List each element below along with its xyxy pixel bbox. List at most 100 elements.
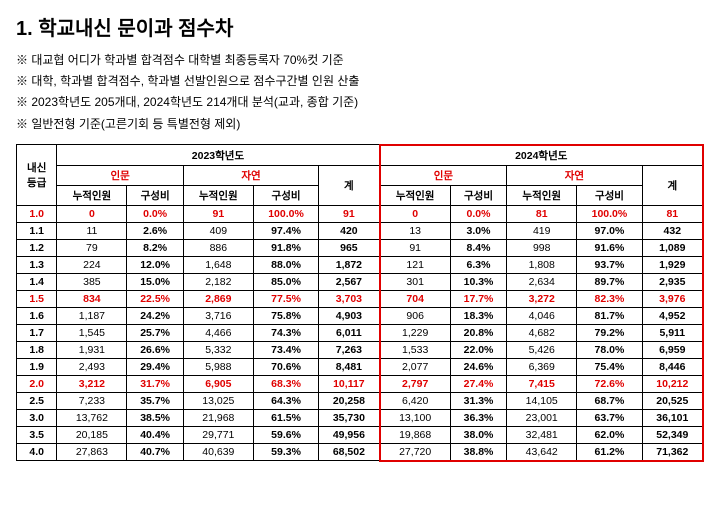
table-row: 2.03,21231.7%6,90568.3%10,1172,79727.4%7… — [17, 375, 704, 392]
cell-2023-s-pct: 75.8% — [253, 307, 318, 324]
cell-grade: 3.0 — [17, 409, 57, 426]
cell-2024-total: 36,101 — [642, 409, 703, 426]
cell-2023-s-cum: 29,771 — [183, 426, 253, 443]
note-line: ※ 대학, 학과별 합격점수, 학과별 선발인원으로 점수구간별 인원 산출 — [16, 72, 704, 91]
cell-2023-s-pct: 59.6% — [253, 426, 318, 443]
cell-2024-h-cum: 19,868 — [380, 426, 451, 443]
cell-2024-total: 20,525 — [642, 392, 703, 409]
cell-2024-s-pct: 97.0% — [577, 222, 642, 239]
table-row: 1.2798.2%88691.8%965918.4%99891.6%1,089 — [17, 239, 704, 256]
note-line: ※ 대교협 어디가 학과별 합격점수 대학별 최종등록자 70%컷 기준 — [16, 51, 704, 70]
cell-2024-s-pct: 91.6% — [577, 239, 642, 256]
cell-2023-s-pct: 59.3% — [253, 443, 318, 461]
cell-2023-total: 3,703 — [319, 290, 380, 307]
cell-2023-h-pct: 40.4% — [127, 426, 183, 443]
cell-2023-total: 68,502 — [319, 443, 380, 461]
cell-2023-h-cum: 27,863 — [57, 443, 127, 461]
cell-2024-s-cum: 23,001 — [507, 409, 577, 426]
cell-2023-h-cum: 11 — [57, 222, 127, 239]
cell-2024-s-cum: 14,105 — [507, 392, 577, 409]
cell-2023-total: 2,567 — [319, 273, 380, 290]
cell-2024-total: 4,952 — [642, 307, 703, 324]
col-science-2024: 자연 — [507, 165, 642, 185]
cell-2024-h-pct: 22.0% — [450, 341, 506, 358]
cell-2023-h-pct: 22.5% — [127, 290, 183, 307]
cell-2023-h-cum: 1,545 — [57, 324, 127, 341]
cell-2024-h-pct: 36.3% — [450, 409, 506, 426]
cell-2023-s-pct: 91.8% — [253, 239, 318, 256]
cell-grade: 2.0 — [17, 375, 57, 392]
cell-2024-total: 6,959 — [642, 341, 703, 358]
table-row: 1.000.0%91100.0%9100.0%81100.0%81 — [17, 205, 704, 222]
cell-2023-total: 6,011 — [319, 324, 380, 341]
cell-2024-total: 2,935 — [642, 273, 703, 290]
cell-2023-h-pct: 31.7% — [127, 375, 183, 392]
cell-2023-s-cum: 1,648 — [183, 256, 253, 273]
cell-2024-s-cum: 6,369 — [507, 358, 577, 375]
cell-2023-s-cum: 6,905 — [183, 375, 253, 392]
cell-2024-h-pct: 38.8% — [450, 443, 506, 461]
cell-2024-s-pct: 93.7% — [577, 256, 642, 273]
cell-2024-s-cum: 43,642 — [507, 443, 577, 461]
cell-2023-total: 965 — [319, 239, 380, 256]
table-row: 1.322412.0%1,64888.0%1,8721216.3%1,80893… — [17, 256, 704, 273]
cell-2023-h-pct: 0.0% — [127, 205, 183, 222]
table-row: 1.71,54525.7%4,46674.3%6,0111,22920.8%4,… — [17, 324, 704, 341]
cell-2024-s-pct: 72.6% — [577, 375, 642, 392]
cell-2023-total: 10,117 — [319, 375, 380, 392]
cell-2023-h-pct: 8.2% — [127, 239, 183, 256]
cell-grade: 1.9 — [17, 358, 57, 375]
cell-2024-s-pct: 75.4% — [577, 358, 642, 375]
cell-2023-s-pct: 68.3% — [253, 375, 318, 392]
cell-2024-h-pct: 31.3% — [450, 392, 506, 409]
col-year-2024: 2024학년도 — [380, 145, 703, 166]
cell-2024-total: 71,362 — [642, 443, 703, 461]
cell-2023-s-cum: 5,988 — [183, 358, 253, 375]
data-table: 내신 등급 2023학년도 2024학년도 인문 자연 계 인문 자연 계 누적… — [16, 144, 704, 462]
cell-2023-h-pct: 15.0% — [127, 273, 183, 290]
cell-2024-s-pct: 81.7% — [577, 307, 642, 324]
cell-2024-total: 8,446 — [642, 358, 703, 375]
cell-2024-h-cum: 2,797 — [380, 375, 451, 392]
cell-2023-s-pct: 88.0% — [253, 256, 318, 273]
cell-2024-h-pct: 20.8% — [450, 324, 506, 341]
cell-2023-h-cum: 0 — [57, 205, 127, 222]
col-science-2023: 자연 — [183, 165, 318, 185]
cell-grade: 1.7 — [17, 324, 57, 341]
cell-grade: 1.0 — [17, 205, 57, 222]
cell-2023-h-pct: 25.7% — [127, 324, 183, 341]
cell-2024-h-pct: 3.0% — [450, 222, 506, 239]
col-ratio: 구성비 — [450, 185, 506, 205]
cell-2024-h-pct: 18.3% — [450, 307, 506, 324]
cell-2024-s-cum: 7,415 — [507, 375, 577, 392]
col-cum: 누적인원 — [183, 185, 253, 205]
cell-2023-s-cum: 3,716 — [183, 307, 253, 324]
cell-2023-s-pct: 97.4% — [253, 222, 318, 239]
col-cum: 누적인원 — [380, 185, 451, 205]
cell-2023-s-pct: 73.4% — [253, 341, 318, 358]
cell-2023-s-pct: 61.5% — [253, 409, 318, 426]
cell-2023-h-pct: 38.5% — [127, 409, 183, 426]
cell-2024-s-cum: 419 — [507, 222, 577, 239]
cell-2024-total: 81 — [642, 205, 703, 222]
table-row: 1.583422.5%2,86977.5%3,70370417.7%3,2728… — [17, 290, 704, 307]
cell-2023-s-pct: 74.3% — [253, 324, 318, 341]
cell-2024-s-pct: 61.2% — [577, 443, 642, 461]
cell-2023-h-pct: 2.6% — [127, 222, 183, 239]
cell-2024-h-pct: 17.7% — [450, 290, 506, 307]
col-ratio: 구성비 — [253, 185, 318, 205]
cell-2023-h-cum: 7,233 — [57, 392, 127, 409]
table-row: 4.027,86340.7%40,63959.3%68,50227,72038.… — [17, 443, 704, 461]
note-line: ※ 일반전형 기준(고른기회 등 특별전형 제외) — [16, 115, 704, 134]
cell-2023-h-pct: 26.6% — [127, 341, 183, 358]
cell-2024-h-cum: 704 — [380, 290, 451, 307]
cell-2024-h-pct: 0.0% — [450, 205, 506, 222]
cell-2023-s-cum: 91 — [183, 205, 253, 222]
cell-2023-s-pct: 70.6% — [253, 358, 318, 375]
notes-block: ※ 대교협 어디가 학과별 합격점수 대학별 최종등록자 70%컷 기준 ※ 대… — [16, 51, 704, 134]
cell-grade: 2.5 — [17, 392, 57, 409]
cell-2023-h-cum: 13,762 — [57, 409, 127, 426]
col-ratio: 구성비 — [577, 185, 642, 205]
cell-2023-s-cum: 21,968 — [183, 409, 253, 426]
cell-2023-total: 420 — [319, 222, 380, 239]
